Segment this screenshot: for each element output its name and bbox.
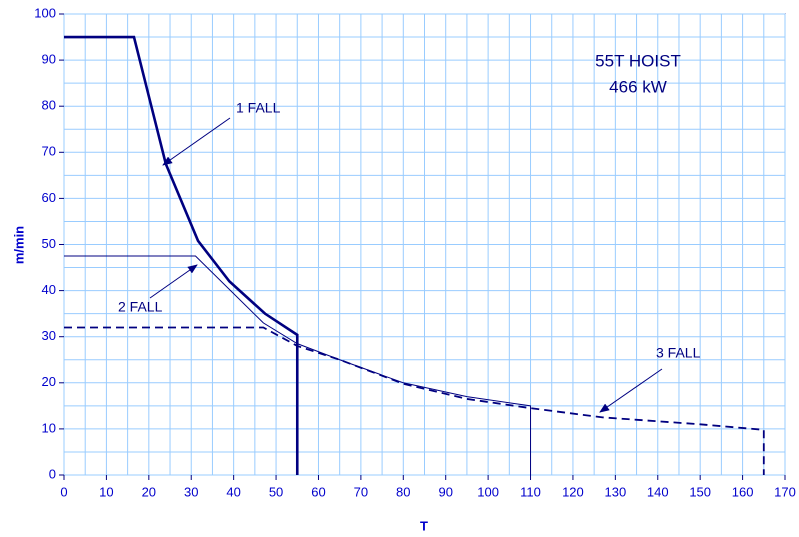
y-tick-label: 90 bbox=[42, 52, 56, 67]
x-tick-label: 10 bbox=[99, 484, 113, 499]
x-tick-label: 50 bbox=[269, 484, 283, 499]
x-tick-label: 120 bbox=[562, 484, 584, 499]
y-tick-label: 30 bbox=[42, 328, 56, 343]
x-tick-label: 170 bbox=[774, 484, 796, 499]
x-tick-label: 110 bbox=[520, 484, 541, 499]
series-line bbox=[64, 326, 765, 475]
y-tick-label: 50 bbox=[42, 236, 56, 251]
x-tick-label: 20 bbox=[142, 484, 156, 499]
annotation-arrow bbox=[149, 264, 198, 299]
x-tick-label: 100 bbox=[477, 484, 499, 499]
x-tick-label: 90 bbox=[438, 484, 452, 499]
x-tick-label: 150 bbox=[689, 484, 711, 499]
x-tick-label: 160 bbox=[732, 484, 754, 499]
x-tick-label: 70 bbox=[354, 484, 368, 499]
series-label: 1 FALL bbox=[236, 100, 281, 116]
annotation-arrow bbox=[599, 368, 663, 413]
y-tick-label: 80 bbox=[42, 98, 56, 113]
x-tick-label: 130 bbox=[605, 484, 627, 499]
x-tick-label: 60 bbox=[311, 484, 325, 499]
note: 466 kW bbox=[609, 77, 667, 96]
x-axis-label: T bbox=[420, 518, 428, 533]
y-axis-label: m/min bbox=[11, 226, 26, 264]
y-tick-label: 20 bbox=[42, 374, 56, 389]
grid bbox=[63, 13, 786, 476]
y-tick-label: 100 bbox=[34, 5, 56, 20]
y-tick-label: 10 bbox=[42, 420, 56, 435]
x-tick-label: 40 bbox=[226, 484, 240, 499]
y-tick-label: 40 bbox=[42, 282, 56, 297]
series-label: 3 FALL bbox=[656, 345, 701, 361]
x-tick-label: 140 bbox=[647, 484, 669, 499]
y-tick-label: 60 bbox=[42, 190, 56, 205]
x-tick-label: 0 bbox=[60, 484, 67, 499]
y-tick-label: 70 bbox=[42, 144, 56, 159]
series-label: 2 FALL bbox=[118, 299, 163, 315]
series-line bbox=[64, 255, 532, 475]
x-tick-label: 30 bbox=[184, 484, 198, 499]
annotation-arrow bbox=[162, 117, 231, 166]
y-tick-label: 0 bbox=[49, 466, 56, 481]
x-tick-label: 80 bbox=[396, 484, 410, 499]
series-line bbox=[64, 35, 299, 475]
note: 55T HOIST bbox=[595, 51, 681, 70]
